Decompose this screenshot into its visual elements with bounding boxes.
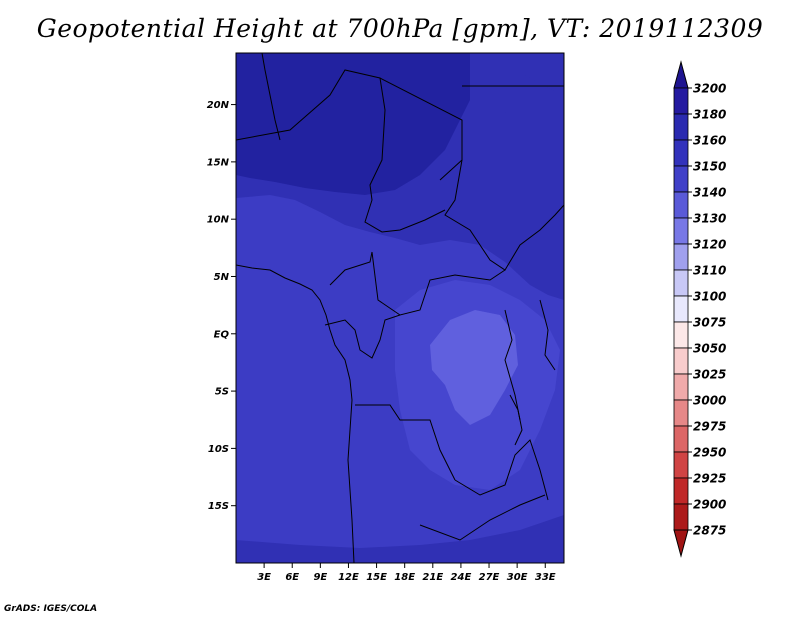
colorbar-level-label: 2900 bbox=[693, 498, 726, 512]
colorbar-level-label: 2925 bbox=[693, 472, 726, 486]
lon-tick-label: 3E bbox=[257, 572, 271, 583]
lat-tick-label: 5N bbox=[214, 272, 230, 283]
colorbar-swatch bbox=[673, 295, 689, 323]
lon-tick-label: 6E bbox=[285, 572, 299, 583]
colorbar-swatch bbox=[673, 113, 689, 141]
colorbar-swatch bbox=[673, 217, 689, 245]
colorbar-top-triangle bbox=[673, 60, 689, 89]
colorbar-level-label: 3160 bbox=[693, 134, 726, 148]
colorbar-level-label: 2875 bbox=[693, 524, 726, 538]
colorbar-swatch bbox=[673, 87, 689, 115]
colorbar-swatch bbox=[673, 347, 689, 375]
colorbar-swatch bbox=[673, 503, 689, 531]
lon-tick-label: 18E bbox=[394, 572, 415, 583]
height-fill-3130-interior bbox=[430, 310, 518, 425]
lat-tick-label: 10N bbox=[207, 215, 230, 226]
lon-tick-label: 33E bbox=[535, 572, 556, 583]
lon-tick-label: 9E bbox=[313, 572, 327, 583]
lat-tick-label: EQ bbox=[214, 329, 230, 340]
map-frame bbox=[235, 52, 565, 564]
map-title: Geopotential Height at 700hPa [gpm], VT:… bbox=[36, 14, 764, 43]
lat-tick-label: 5S bbox=[215, 387, 229, 398]
map-plot-area bbox=[236, 53, 564, 563]
colorbar-level-label: 3140 bbox=[693, 186, 726, 200]
colorbar-level-label: 3180 bbox=[693, 108, 726, 122]
lat-tick-label: 20N bbox=[207, 100, 230, 111]
longitude-axis: 3E 6E 9E 12E 15E 18E 21E 24E 27E 30E 33E bbox=[257, 563, 556, 583]
colorbar-level-label: 2950 bbox=[693, 446, 726, 460]
colorbar-level-label: 3110 bbox=[693, 264, 726, 278]
lat-tick-label: 15S bbox=[208, 501, 229, 512]
colorbar-level-label: 3150 bbox=[693, 160, 726, 174]
colorbar-swatch bbox=[673, 269, 689, 297]
lat-tick-label: 15N bbox=[207, 157, 230, 168]
colorbar-swatch bbox=[673, 191, 689, 219]
colorbar-level-label: 3100 bbox=[693, 290, 726, 304]
colorbar-level-label: 3200 bbox=[693, 82, 726, 96]
lon-tick-label: 30E bbox=[507, 572, 528, 583]
colorbar-level-label: 3075 bbox=[693, 316, 726, 330]
colorbar-swatch bbox=[673, 321, 689, 349]
colorbar-level-label: 3130 bbox=[693, 212, 726, 226]
colorbar-level-label: 3050 bbox=[693, 342, 726, 356]
colorbar-bottom-triangle bbox=[673, 529, 689, 558]
lon-tick-label: 21E bbox=[422, 572, 443, 583]
colorbar-swatch bbox=[673, 451, 689, 479]
colorbar-swatch bbox=[673, 165, 689, 193]
height-fill-3180-north bbox=[236, 53, 470, 195]
colorbar-swatch bbox=[673, 243, 689, 271]
lon-tick-label: 12E bbox=[338, 572, 359, 583]
lon-tick-label: 27E bbox=[479, 572, 500, 583]
country-borders bbox=[236, 53, 564, 563]
colorbar-swatch bbox=[673, 399, 689, 427]
colorbar-level-label: 2975 bbox=[693, 420, 726, 434]
colorbar-swatch bbox=[673, 477, 689, 505]
lat-tick-label: 10S bbox=[208, 444, 229, 455]
height-fill-3160-south bbox=[236, 515, 564, 563]
colorbar-level-label: 3000 bbox=[693, 394, 726, 408]
colorbar-swatch bbox=[673, 139, 689, 167]
colorbar-level-label: 3120 bbox=[693, 238, 726, 252]
lon-tick-label: 15E bbox=[366, 572, 387, 583]
colorbar-level-label: 3025 bbox=[693, 368, 726, 382]
colorbar: 3200 3180 3160 3150 3140 3130 3120 3110 3100 3075… bbox=[673, 60, 726, 558]
colorbar-swatch bbox=[673, 425, 689, 453]
grads-credit: GrADS: IGES/COLA bbox=[4, 604, 98, 614]
lon-tick-label: 24E bbox=[451, 572, 472, 583]
latitude-axis: 20N 15N 10N 5N EQ 5S 10S 15S bbox=[207, 100, 236, 512]
colorbar-swatch bbox=[673, 373, 689, 401]
